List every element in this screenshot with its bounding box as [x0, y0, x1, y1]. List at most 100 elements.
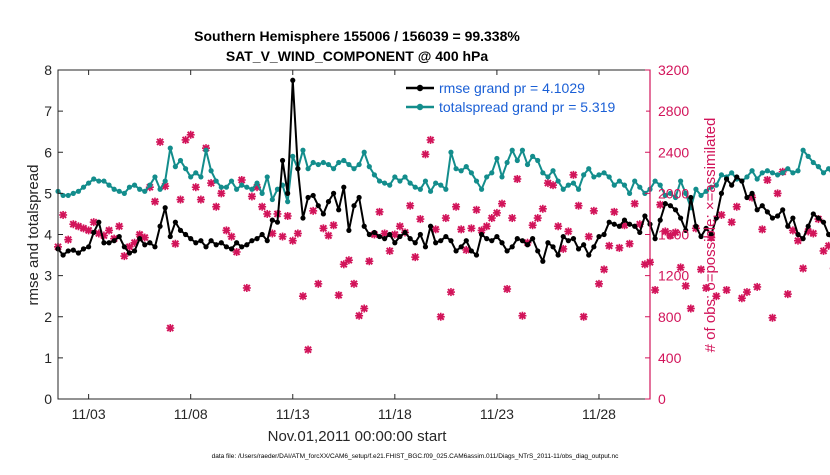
rmse-point: [459, 244, 464, 249]
totalspread-point: [142, 189, 147, 194]
obs-assimilated-marker: [376, 208, 384, 216]
rmse-point: [311, 193, 316, 198]
rmse-point: [678, 215, 683, 220]
rmse-point: [535, 248, 540, 253]
totalspread-point: [806, 154, 811, 159]
rmse-point: [91, 230, 96, 235]
totalspread-point: [744, 174, 749, 179]
rmse-point: [663, 201, 668, 206]
rmse-point: [632, 224, 637, 229]
rmse-point: [453, 248, 458, 253]
rmse-point: [321, 211, 326, 216]
obs-assimilated-marker: [605, 242, 613, 250]
obs-assimilated-marker: [564, 227, 572, 235]
totalspread-point: [117, 189, 122, 194]
rmse-point: [693, 224, 698, 229]
obs-assimilated-marker: [289, 237, 297, 245]
totalspread-point: [433, 180, 438, 185]
totalspread-point: [515, 158, 520, 163]
obs-assimilated-marker: [549, 181, 557, 189]
rmse-point: [550, 244, 555, 249]
totalspread-point: [561, 187, 566, 192]
rmse-point: [183, 232, 188, 237]
obs-assimilated-marker: [569, 171, 577, 179]
rmse-point: [316, 203, 321, 208]
obs-assimilated-marker: [228, 233, 236, 241]
rmse-point: [275, 220, 280, 225]
rmse-point: [428, 224, 433, 229]
rmse-point: [596, 234, 601, 239]
rmse-point: [173, 220, 178, 225]
left-tick-label: 5: [44, 185, 52, 201]
totalspread-point: [530, 154, 535, 159]
totalspread-point: [234, 187, 239, 192]
obs-assimilated-marker: [743, 288, 751, 296]
totalspread-point: [71, 191, 76, 196]
obs-assimilated-marker: [768, 314, 776, 322]
rmse-point: [673, 207, 678, 212]
obs-assimilated-marker: [279, 233, 287, 241]
obs-assimilated-marker: [534, 214, 542, 222]
rmse-point: [627, 222, 632, 227]
rmse-point: [571, 236, 576, 241]
rmse-point: [775, 213, 780, 218]
totalspread-point: [193, 170, 198, 175]
obs-assimilated-marker: [284, 212, 292, 220]
totalspread-point: [413, 185, 418, 190]
rmse-point: [755, 207, 760, 212]
totalspread-point: [811, 160, 816, 165]
totalspread-point: [423, 178, 428, 183]
rmse-point: [86, 244, 91, 249]
totalspread-point: [224, 185, 229, 190]
obs-assimilated-marker: [324, 232, 332, 240]
rmse-point: [770, 215, 775, 220]
obs-assimilated-marker: [600, 265, 608, 273]
data-file-footnote: data file: /Users/raeder/DAI/ATM_forcXX/…: [212, 453, 620, 460]
chart-title-line2: SAT_V_WIND_COMPONENT @ 400 hPa: [226, 48, 489, 64]
totalspread-point: [821, 170, 826, 175]
rmse-point: [285, 191, 290, 196]
rmse-point: [244, 242, 249, 247]
right-tick-label: 400: [658, 350, 682, 366]
totalspread-point: [780, 170, 785, 175]
obs-assimilated-marker: [728, 218, 736, 226]
rmse-point: [336, 207, 341, 212]
totalspread-point: [448, 150, 453, 155]
obs-assimilated-marker: [360, 305, 368, 313]
rmse-point: [305, 195, 310, 200]
totalspread-point: [265, 174, 270, 179]
chart-title-line1: Southern Hemisphere 155006 / 156039 = 99…: [194, 28, 520, 44]
rmse-point: [326, 199, 331, 204]
totalspread-point: [790, 170, 795, 175]
totalspread-point: [581, 172, 586, 177]
x-tick-label: 11/03: [72, 406, 106, 422]
totalspread-point: [469, 170, 474, 175]
obs-assimilated-marker: [513, 175, 521, 183]
rmse-point: [387, 232, 392, 237]
obs-assimilated-marker: [350, 280, 358, 288]
rmse-point: [234, 240, 239, 245]
totalspread-point: [96, 178, 101, 183]
rmse-point: [270, 218, 275, 223]
totalspread-point: [749, 168, 754, 173]
totalspread-point: [653, 178, 658, 183]
rmse-point: [601, 232, 606, 237]
obs-assimilated-marker: [595, 280, 603, 288]
obs-assimilated-marker: [299, 292, 307, 300]
obs-assimilated-marker: [330, 221, 338, 229]
totalspread-point: [351, 166, 356, 171]
rmse-point: [469, 248, 474, 253]
rmse-point: [525, 242, 530, 247]
obs-assimilated-marker: [809, 229, 817, 237]
totalspread-point: [254, 180, 259, 185]
obs-assimilated-marker: [723, 286, 731, 294]
totalspread-point: [601, 170, 606, 175]
x-tick-label: 11/18: [378, 406, 412, 422]
right-tick-label: 1200: [658, 268, 689, 284]
totalspread-point: [300, 148, 305, 153]
obs-assimilated-marker: [472, 206, 480, 214]
rmse-point: [367, 232, 372, 237]
obs-assimilated-marker: [733, 203, 741, 211]
rmse-point: [785, 224, 790, 229]
totalspread-point: [765, 168, 770, 173]
